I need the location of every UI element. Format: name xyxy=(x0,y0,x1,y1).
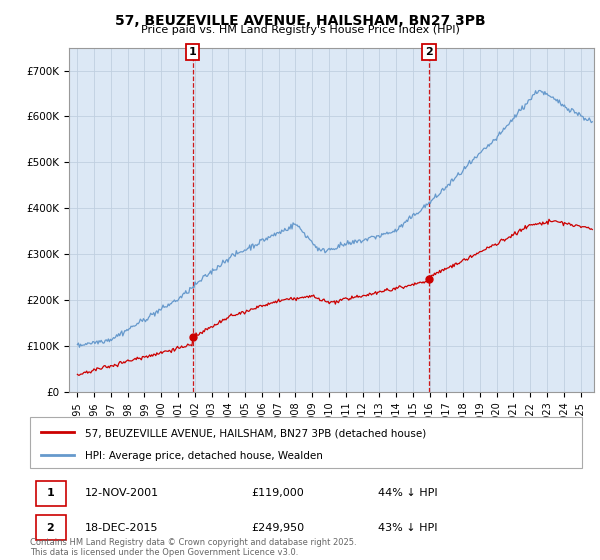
Text: 2: 2 xyxy=(47,522,54,533)
Text: 57, BEUZEVILLE AVENUE, HAILSHAM, BN27 3PB: 57, BEUZEVILLE AVENUE, HAILSHAM, BN27 3P… xyxy=(115,14,485,28)
FancyBboxPatch shape xyxy=(35,515,66,540)
Text: 18-DEC-2015: 18-DEC-2015 xyxy=(85,522,158,533)
Text: £249,950: £249,950 xyxy=(251,522,304,533)
Text: 12-NOV-2001: 12-NOV-2001 xyxy=(85,488,160,498)
Text: £119,000: £119,000 xyxy=(251,488,304,498)
Text: 2: 2 xyxy=(425,47,433,57)
Text: 57, BEUZEVILLE AVENUE, HAILSHAM, BN27 3PB (detached house): 57, BEUZEVILLE AVENUE, HAILSHAM, BN27 3P… xyxy=(85,428,427,438)
Text: Price paid vs. HM Land Registry's House Price Index (HPI): Price paid vs. HM Land Registry's House … xyxy=(140,25,460,35)
Text: HPI: Average price, detached house, Wealden: HPI: Average price, detached house, Weal… xyxy=(85,451,323,461)
Text: 44% ↓ HPI: 44% ↓ HPI xyxy=(378,488,437,498)
Text: 1: 1 xyxy=(189,47,196,57)
Text: Contains HM Land Registry data © Crown copyright and database right 2025.
This d: Contains HM Land Registry data © Crown c… xyxy=(30,538,356,557)
FancyBboxPatch shape xyxy=(30,417,582,468)
Text: 1: 1 xyxy=(47,488,54,498)
FancyBboxPatch shape xyxy=(35,481,66,506)
Text: 43% ↓ HPI: 43% ↓ HPI xyxy=(378,522,437,533)
